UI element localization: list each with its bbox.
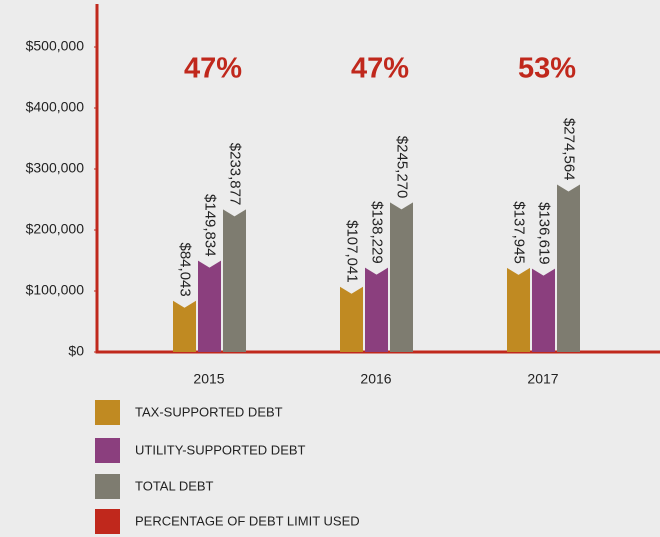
x-tick-label: 2015 xyxy=(193,371,224,387)
legend-label: PERCENTAGE OF DEBT LIMIT USED xyxy=(135,513,360,528)
y-tick-label: $0 xyxy=(68,343,84,359)
bar xyxy=(365,267,388,352)
value-label: $137,945 xyxy=(511,201,528,264)
value-label: $107,041 xyxy=(344,220,361,283)
bar xyxy=(507,267,530,352)
y-tick-label: $400,000 xyxy=(26,99,85,115)
legend-label: TAX-SUPPORTED DEBT xyxy=(135,404,283,419)
y-tick-label: $200,000 xyxy=(26,221,85,237)
value-label: $84,043 xyxy=(177,242,194,296)
percentage-label: 53% xyxy=(518,53,576,85)
y-tick-label: $500,000 xyxy=(26,38,85,54)
legend-swatch xyxy=(95,509,120,534)
bar xyxy=(223,209,246,352)
legend-swatch xyxy=(95,438,120,463)
percentage-label: 47% xyxy=(184,53,242,85)
value-label: $138,229 xyxy=(369,201,386,264)
y-tick-label: $100,000 xyxy=(26,282,85,298)
x-tick-label: 2016 xyxy=(360,371,391,387)
value-label: $274,564 xyxy=(561,118,578,181)
value-label: $233,877 xyxy=(227,143,244,206)
legend-label: UTILITY-SUPPORTED DEBT xyxy=(135,442,306,457)
x-tick-label: 2017 xyxy=(527,371,558,387)
legend-swatch xyxy=(95,474,120,499)
y-tick-label: $300,000 xyxy=(26,160,85,176)
bar xyxy=(557,184,580,352)
bar xyxy=(390,202,413,352)
value-label: $149,834 xyxy=(202,194,219,257)
percentage-label: 47% xyxy=(351,53,409,85)
legend-swatch xyxy=(95,400,120,425)
value-label: $245,270 xyxy=(394,136,411,199)
bar xyxy=(532,268,555,352)
bar xyxy=(340,286,363,352)
bar xyxy=(173,300,196,352)
legend-label: TOTAL DEBT xyxy=(135,478,214,493)
bar xyxy=(198,260,221,352)
value-label: $136,619 xyxy=(536,202,553,265)
